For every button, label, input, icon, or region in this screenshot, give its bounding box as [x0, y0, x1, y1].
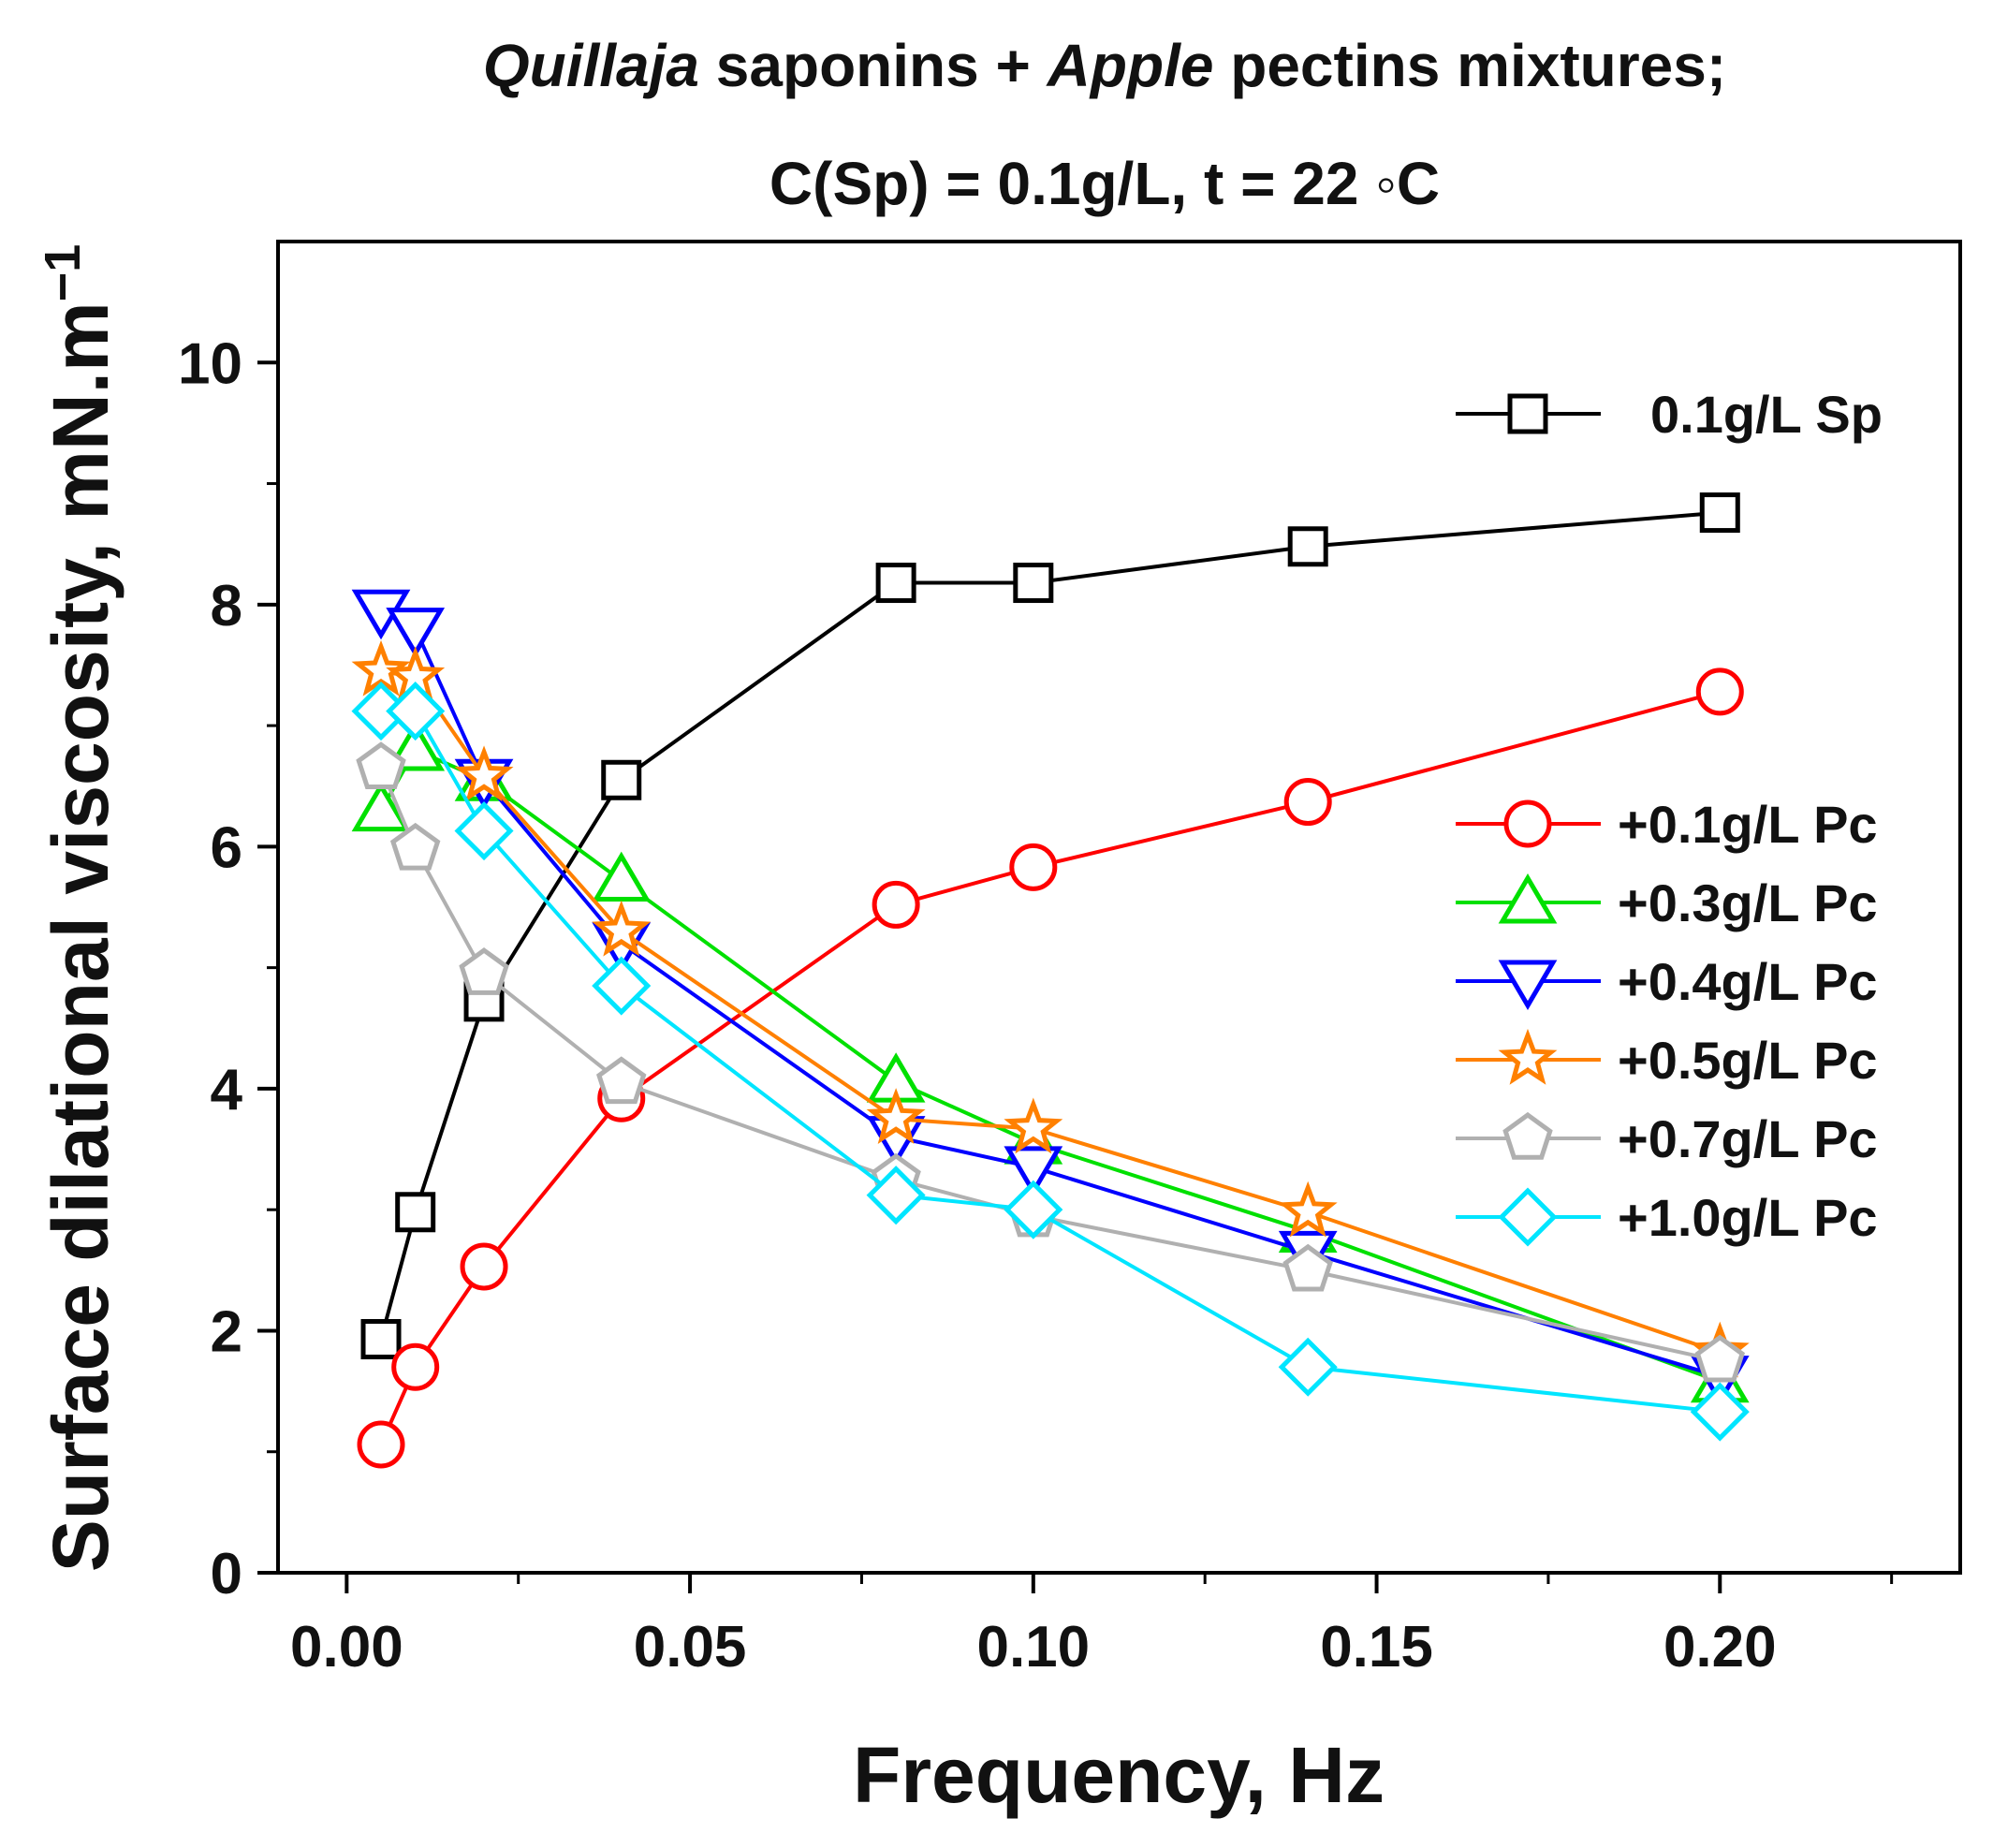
data-point — [1694, 1334, 1746, 1383]
legend-entry-3: +0.4g/L Pc — [1456, 952, 1878, 1011]
title-part-0: Quillaja — [483, 32, 699, 99]
data-point — [389, 822, 441, 871]
y-tick-label: 0 — [211, 1542, 242, 1606]
data-point — [357, 1420, 405, 1469]
x-tick-label: 0.20 — [1663, 1615, 1777, 1679]
legend-marker — [1507, 393, 1548, 434]
data-point — [1009, 843, 1058, 891]
data-point — [596, 1056, 647, 1105]
x-axis-title: Frequency, Hz — [853, 1731, 1385, 1819]
series-layer — [351, 492, 1750, 1469]
series-4 — [351, 639, 1750, 1378]
data-point — [592, 956, 652, 1016]
x-tick-label: 0.05 — [634, 1615, 747, 1679]
data-point — [351, 781, 411, 832]
legend-label: +0.3g/L Pc — [1618, 873, 1878, 932]
data-point — [1287, 526, 1328, 567]
data-point — [360, 1319, 402, 1360]
data-point — [1004, 1146, 1063, 1196]
y-tick-label: 4 — [211, 1058, 243, 1122]
y-axis-ticks: 0 2 4 6 8 10 — [178, 331, 278, 1606]
legend-entry-2: +0.3g/L Pc — [1456, 873, 1878, 932]
legend-marker — [1503, 799, 1552, 848]
y-tick-label: 8 — [211, 574, 242, 638]
data-point — [1004, 1097, 1063, 1154]
plot-area-frame — [276, 240, 1962, 1575]
legend-marker — [1498, 1187, 1558, 1247]
data-point — [866, 1166, 926, 1225]
legend-marker — [1498, 1028, 1558, 1085]
data-point — [356, 741, 406, 790]
title-part-1: saponins + — [699, 32, 1048, 99]
legend-label: 0.1g/L Sp — [1650, 385, 1883, 444]
data-point — [1278, 1181, 1338, 1238]
data-point — [1004, 1180, 1063, 1239]
legend-entry-0: 0.1g/L Sp — [1456, 385, 1883, 444]
x-tick-label: 0.10 — [976, 1615, 1090, 1679]
x-tick-label: 0.15 — [1320, 1615, 1433, 1679]
data-point — [872, 880, 920, 929]
data-point — [1695, 667, 1744, 716]
legend-entry-6: +1.0g/L Pc — [1456, 1187, 1878, 1247]
data-point — [1690, 1382, 1750, 1442]
y-axis-title-text: Surface dilational viscosity, mN.m — [37, 301, 125, 1572]
chart-subtitle: C(Sp) = 0.1g/L, t = 22 ◦C — [769, 150, 1440, 217]
y-tick-label: 6 — [211, 815, 242, 880]
data-point — [454, 801, 514, 861]
data-point — [459, 947, 509, 995]
data-point — [454, 745, 514, 802]
y-tick-label: 2 — [211, 1299, 242, 1364]
data-point — [601, 759, 642, 800]
data-point — [875, 563, 916, 604]
series-line — [381, 709, 1721, 1415]
legend-label: +0.7g/L Pc — [1618, 1109, 1878, 1168]
series-3 — [351, 589, 1750, 1406]
legend-entry-1: +0.1g/L Pc — [1456, 795, 1878, 854]
data-point — [351, 639, 411, 697]
data-point — [460, 1242, 508, 1291]
data-point — [1282, 1243, 1333, 1292]
series-line — [380, 668, 1721, 1355]
data-point — [1283, 778, 1332, 827]
data-point — [1699, 492, 1740, 534]
data-point — [866, 1088, 926, 1144]
legend-label: +0.4g/L Pc — [1618, 952, 1878, 1011]
title-part-2: Apple — [1046, 32, 1214, 99]
title-part-3: pectins mixtures; — [1213, 32, 1726, 99]
data-point — [391, 1342, 440, 1391]
data-point — [1278, 1337, 1338, 1397]
legend-label: +0.1g/L Pc — [1618, 795, 1878, 854]
chart-title: Quillaja saponins + Apple pectins mixtur… — [483, 32, 1726, 217]
series-line — [379, 510, 1721, 1341]
legend-label: +1.0g/L Pc — [1618, 1188, 1878, 1247]
data-point — [386, 682, 446, 741]
legend-entry-5: +0.7g/L Pc — [1456, 1109, 1878, 1168]
legend-entry-4: +0.5g/L Pc — [1456, 1028, 1878, 1090]
y-tick-label: 10 — [178, 331, 242, 396]
data-point — [592, 851, 652, 902]
legend-label: +0.5g/L Pc — [1618, 1031, 1878, 1090]
legend-marker — [1502, 1111, 1553, 1160]
y-axis-title: Surface dilational viscosity, mN.m−1 — [35, 244, 125, 1572]
x-tick-label: 0.00 — [290, 1615, 403, 1679]
data-point — [592, 900, 652, 957]
data-point — [395, 1192, 436, 1233]
series-line — [380, 609, 1721, 1379]
x-axis-ticks: 0.00 0.05 0.10 0.15 0.20 — [290, 1573, 1894, 1679]
data-point — [386, 608, 446, 658]
y-axis-title-superscript: −1 — [35, 244, 91, 302]
legend: 0.1g/L Sp +0.1g/L Pc +0.3g/L Pc +0.4g/L Pc +… — [1456, 385, 1883, 1247]
legend-marker — [1498, 960, 1558, 1010]
legend-marker — [1498, 873, 1558, 924]
series-0 — [360, 492, 1740, 1360]
data-point — [1013, 563, 1054, 604]
series-6 — [351, 682, 1750, 1442]
chart-title-line1: Quillaja saponins + Apple pectins mixtur… — [483, 32, 1726, 99]
